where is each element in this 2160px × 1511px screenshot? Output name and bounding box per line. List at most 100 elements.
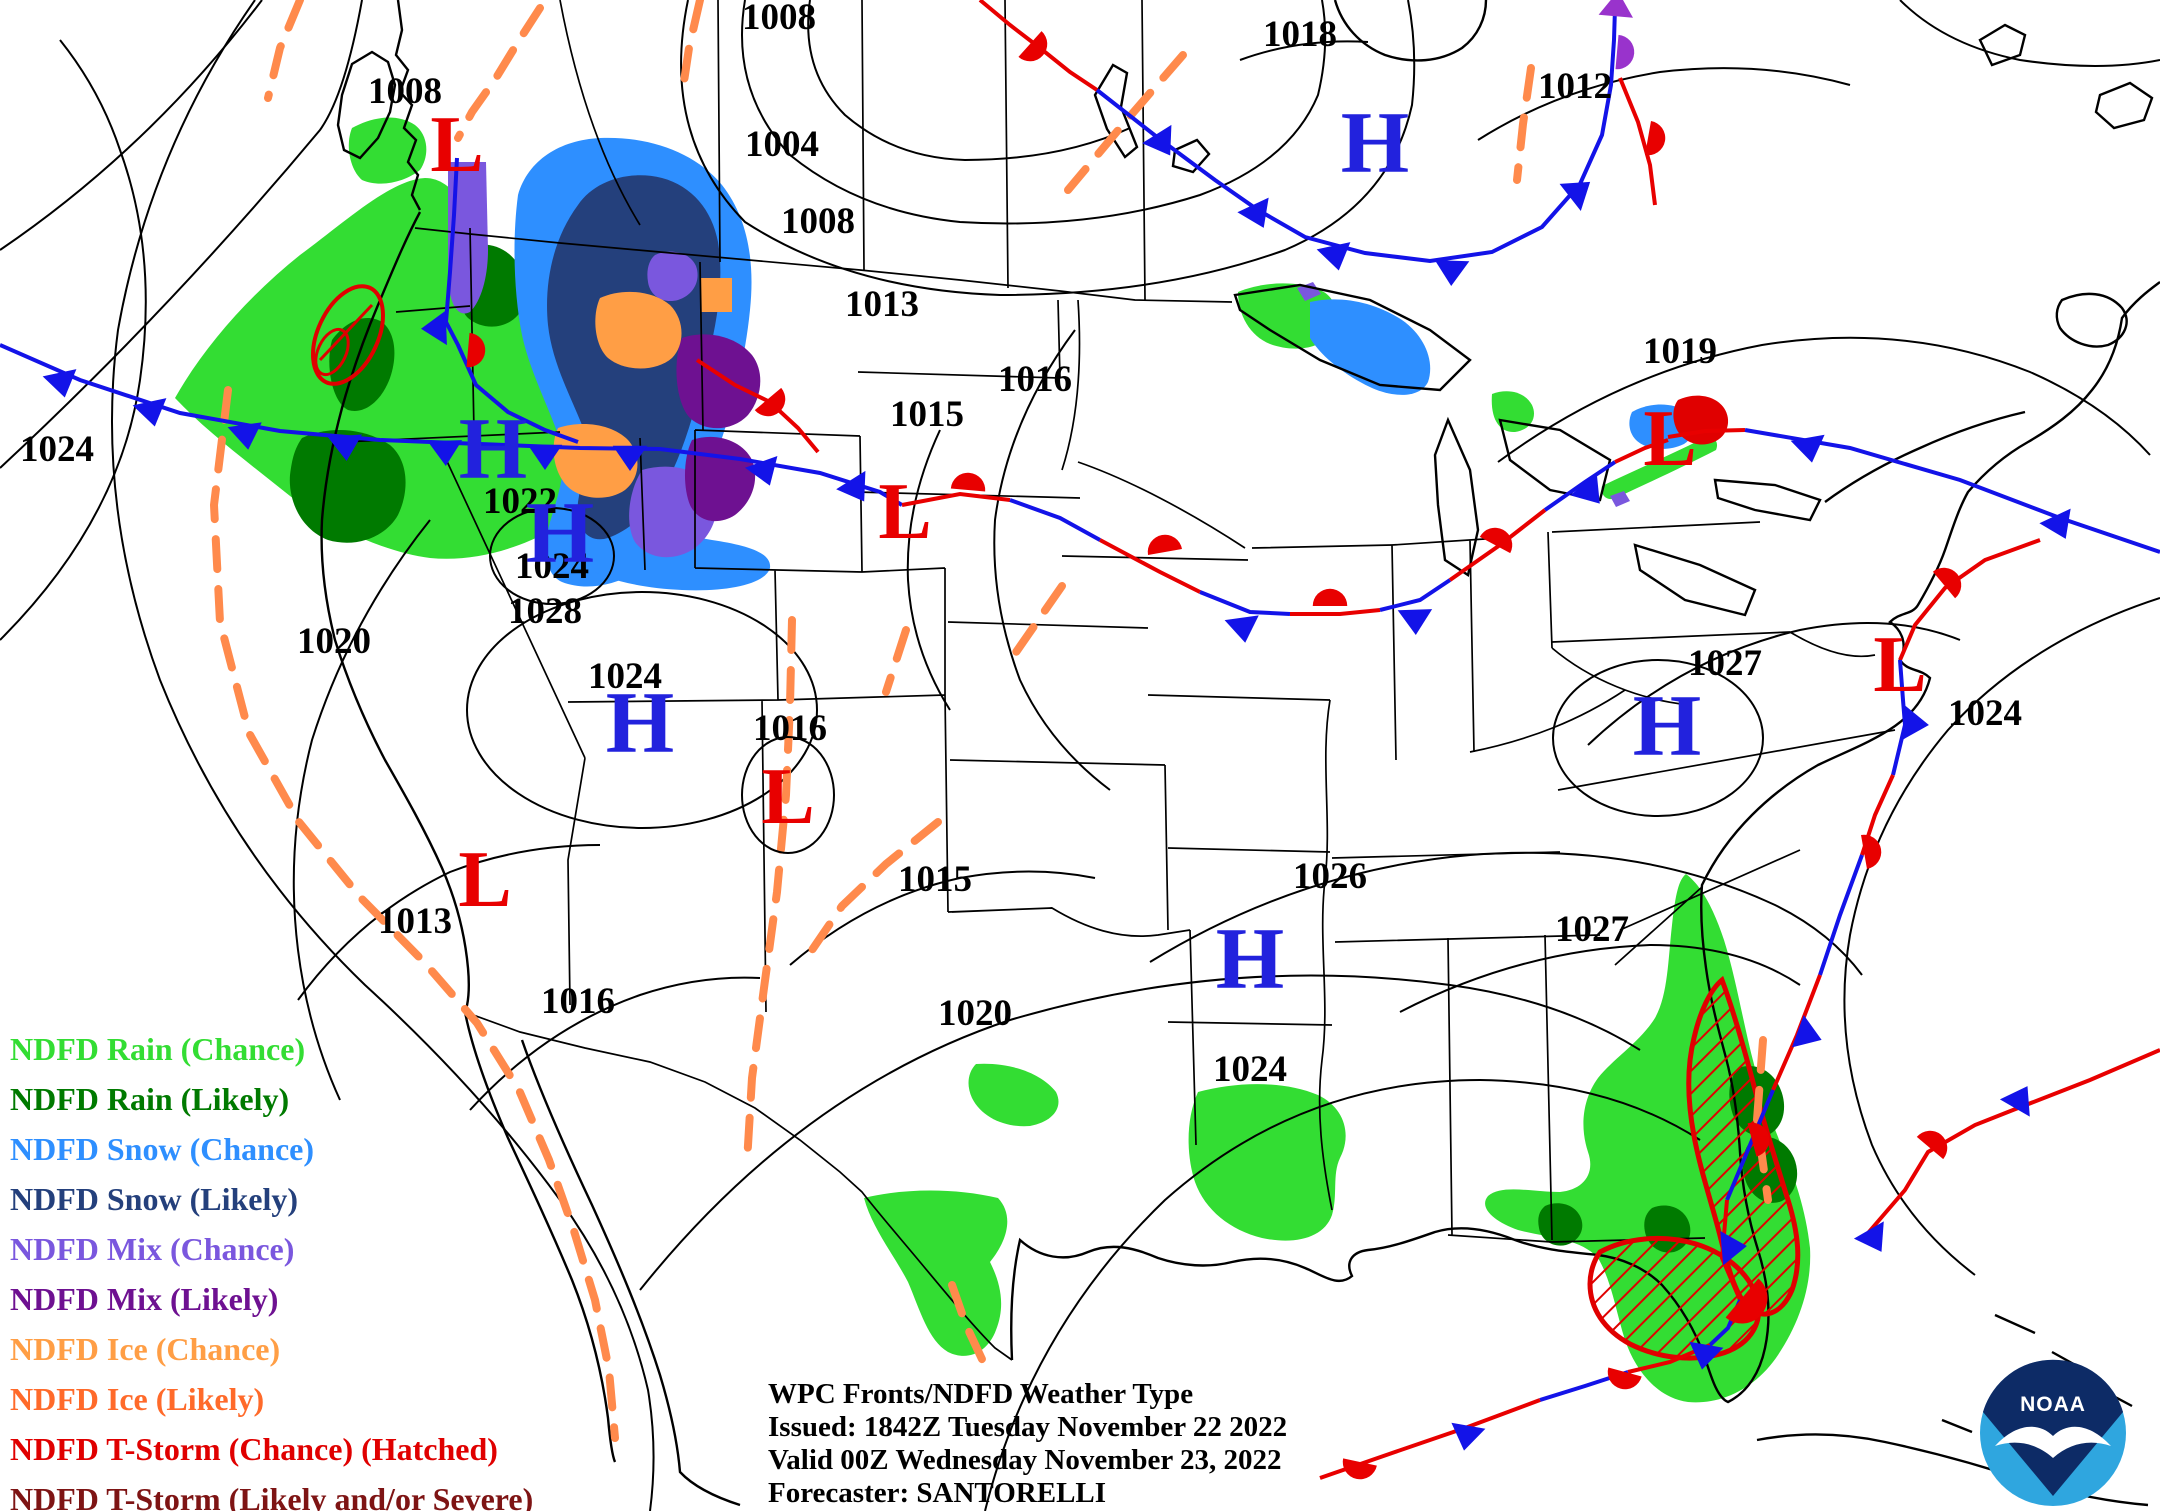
lake-erie: [1633, 543, 1757, 617]
canadian-lakes: [1093, 23, 2154, 174]
pressure-label: 1024: [1948, 693, 2022, 734]
pressure-label: 1015: [898, 859, 972, 900]
low-center-circle: [741, 736, 835, 854]
bc-front-semicircle-icon: [466, 332, 486, 368]
midwest-stationary-front-line: [1199, 590, 1291, 616]
atlantic-coastal-front-line: [1891, 659, 1908, 776]
legend-item-rain_chance: NDFD Rain (Chance): [10, 1031, 306, 1067]
pressure-label: 1028: [508, 591, 582, 632]
high-pressure-symbol: H: [1633, 678, 1701, 775]
high-pressure-symbol: H: [459, 401, 527, 498]
pacific-cold-front-triangle-icon: [745, 455, 778, 486]
nw-warm-stub-semicircle-icon: [754, 387, 786, 417]
pacific-cold-front-triangle-icon: [42, 369, 77, 398]
low-pressure-symbol: L: [458, 836, 511, 924]
bc-front-triangle-icon: [421, 310, 447, 346]
midwest-stationary-front-triangle-icon: [1224, 615, 1259, 643]
midwest-stationary-front-triangle-icon: [1570, 473, 1600, 504]
pacific-cold-front-triangle-icon: [427, 440, 463, 466]
atlantic-coastal-front-line: [1725, 1089, 1775, 1201]
high-pressure-symbol: H: [606, 675, 674, 772]
pressure-label: 1008: [368, 71, 442, 112]
pacific-cold-front-triangle-icon: [132, 398, 167, 427]
precip-mix-likely-area: [676, 334, 761, 429]
atlantic-coastal-front-triangle-icon: [1451, 1422, 1486, 1451]
atlantic-coastal-front-triangle-icon: [1791, 1015, 1822, 1048]
pressure-label: 1015: [890, 394, 964, 435]
pressure-label: 1016: [753, 708, 827, 749]
nova-scotia: [2055, 292, 2128, 348]
trough-line-7: [882, 626, 910, 696]
map-title: WPC Fronts/NDFD Weather Type: [768, 1378, 1194, 1410]
top-occluded-front-triangle-icon: [1142, 124, 1172, 156]
noaa-logo-bird-icon: [1995, 1426, 2111, 1458]
trough-line-11: [1513, 64, 1535, 184]
pressure-label: 1004: [745, 124, 819, 165]
pressure-label: 1027: [1555, 909, 1629, 950]
valid-line: Valid 00Z Wednesday November 23, 2022: [768, 1444, 1282, 1476]
low-pressure-symbol: L: [878, 468, 931, 556]
midwest-stationary-front: [901, 438, 1669, 643]
pressure-label: 1024: [20, 429, 94, 470]
atlantic-coastal-front-semicircle-icon: [1932, 567, 1962, 599]
midwest-stationary-front-triangle-icon: [1397, 609, 1433, 635]
pressure-label: 1024: [588, 656, 662, 697]
trough-line-8: [808, 818, 942, 954]
midwest-stationary-front-semicircle-icon: [950, 472, 986, 492]
bahamas-front-semicircle-icon: [1916, 1130, 1948, 1160]
precip-ice-chance-area: [595, 291, 682, 369]
top-occluded-front-triangle-icon: [1434, 260, 1470, 286]
bc-front-line: [443, 157, 579, 444]
precip-rain-likely-area: [289, 429, 406, 543]
top-occluded-front-triangle-icon: [1237, 197, 1269, 228]
high-pressure-symbol: H: [526, 485, 594, 582]
legend: NDFD Rain (Chance) NDFD Rain (Likely) NDFD…: [10, 1024, 533, 1511]
atlantic-coastal-front: [1319, 538, 2041, 1480]
trough-line-4: [209, 386, 619, 1442]
hudson-bay: [1333, 0, 1488, 62]
atlantic-coastal-front-line: [1818, 854, 1864, 976]
pressure-label: 1012: [1538, 66, 1612, 107]
forecaster-line: Forecaster: SANTORELLI: [768, 1477, 1107, 1509]
precip-rain-chance-area: [1188, 1084, 1346, 1241]
nw-warm-stub: [695, 358, 820, 454]
pressure-label: 1027: [1688, 643, 1762, 684]
tstorm-hatched-layer: [311, 284, 1801, 1361]
midwest-stationary-front-line: [1614, 438, 1669, 464]
precip-ice-chance-area: [700, 278, 732, 312]
precip-rain-likely-area: [1538, 1203, 1583, 1246]
vancouver-island: [336, 50, 397, 160]
midwest-stationary-front-line: [1379, 578, 1452, 612]
top-occluded-front: [978, 0, 1635, 286]
northeast-front-east-line: [1667, 428, 1746, 439]
precip-mix-chance-area: [1610, 491, 1630, 507]
bahamas-front-triangle-icon: [1853, 1221, 1884, 1252]
trough-line-6: [1001, 582, 1066, 672]
top-occluded-front-triangle-icon: [1316, 242, 1351, 271]
trough-line-5: [743, 616, 796, 1166]
northeast-front-east-triangle-icon: [2039, 508, 2071, 539]
high-pressure-symbol: H: [1216, 911, 1284, 1008]
lake-huron: [1498, 418, 1612, 502]
pressure-label: 1022: [483, 481, 557, 522]
noaa-logo-shield: [1983, 1359, 2123, 1496]
legend-item-tstorm_likely: NDFD T-Storm (Likely and/or Severe): [10, 1481, 534, 1511]
ne-warm-stub-semicircle-icon: [1645, 121, 1666, 156]
pressure-label: 1019: [1643, 331, 1717, 372]
pressure-label: 1018: [1263, 14, 1337, 55]
ne-warm-stub: [1618, 77, 1666, 206]
legend-item-mix_chance: NDFD Mix (Chance): [10, 1231, 295, 1267]
top-occluded-front-triangle-icon: [1598, 0, 1633, 18]
precip-snow-chance-area: [1310, 299, 1431, 395]
trough-line-1: [454, 4, 544, 142]
top-occluded-front-semicircle-icon: [1018, 31, 1048, 62]
tstorm-hatched-outline-nw-inner: [314, 327, 350, 377]
atlantic-coastal-front-triangle-icon: [1720, 1231, 1747, 1266]
tstorm-hatched-area-fl-central: [1587, 1235, 1762, 1361]
atlantic-coastal-front-line: [1719, 1199, 1742, 1301]
pressure-label: 1026: [1293, 856, 1367, 897]
legend-item-rain_likely: NDFD Rain (Likely): [10, 1081, 290, 1117]
precip-mix-chance-area: [647, 251, 698, 302]
